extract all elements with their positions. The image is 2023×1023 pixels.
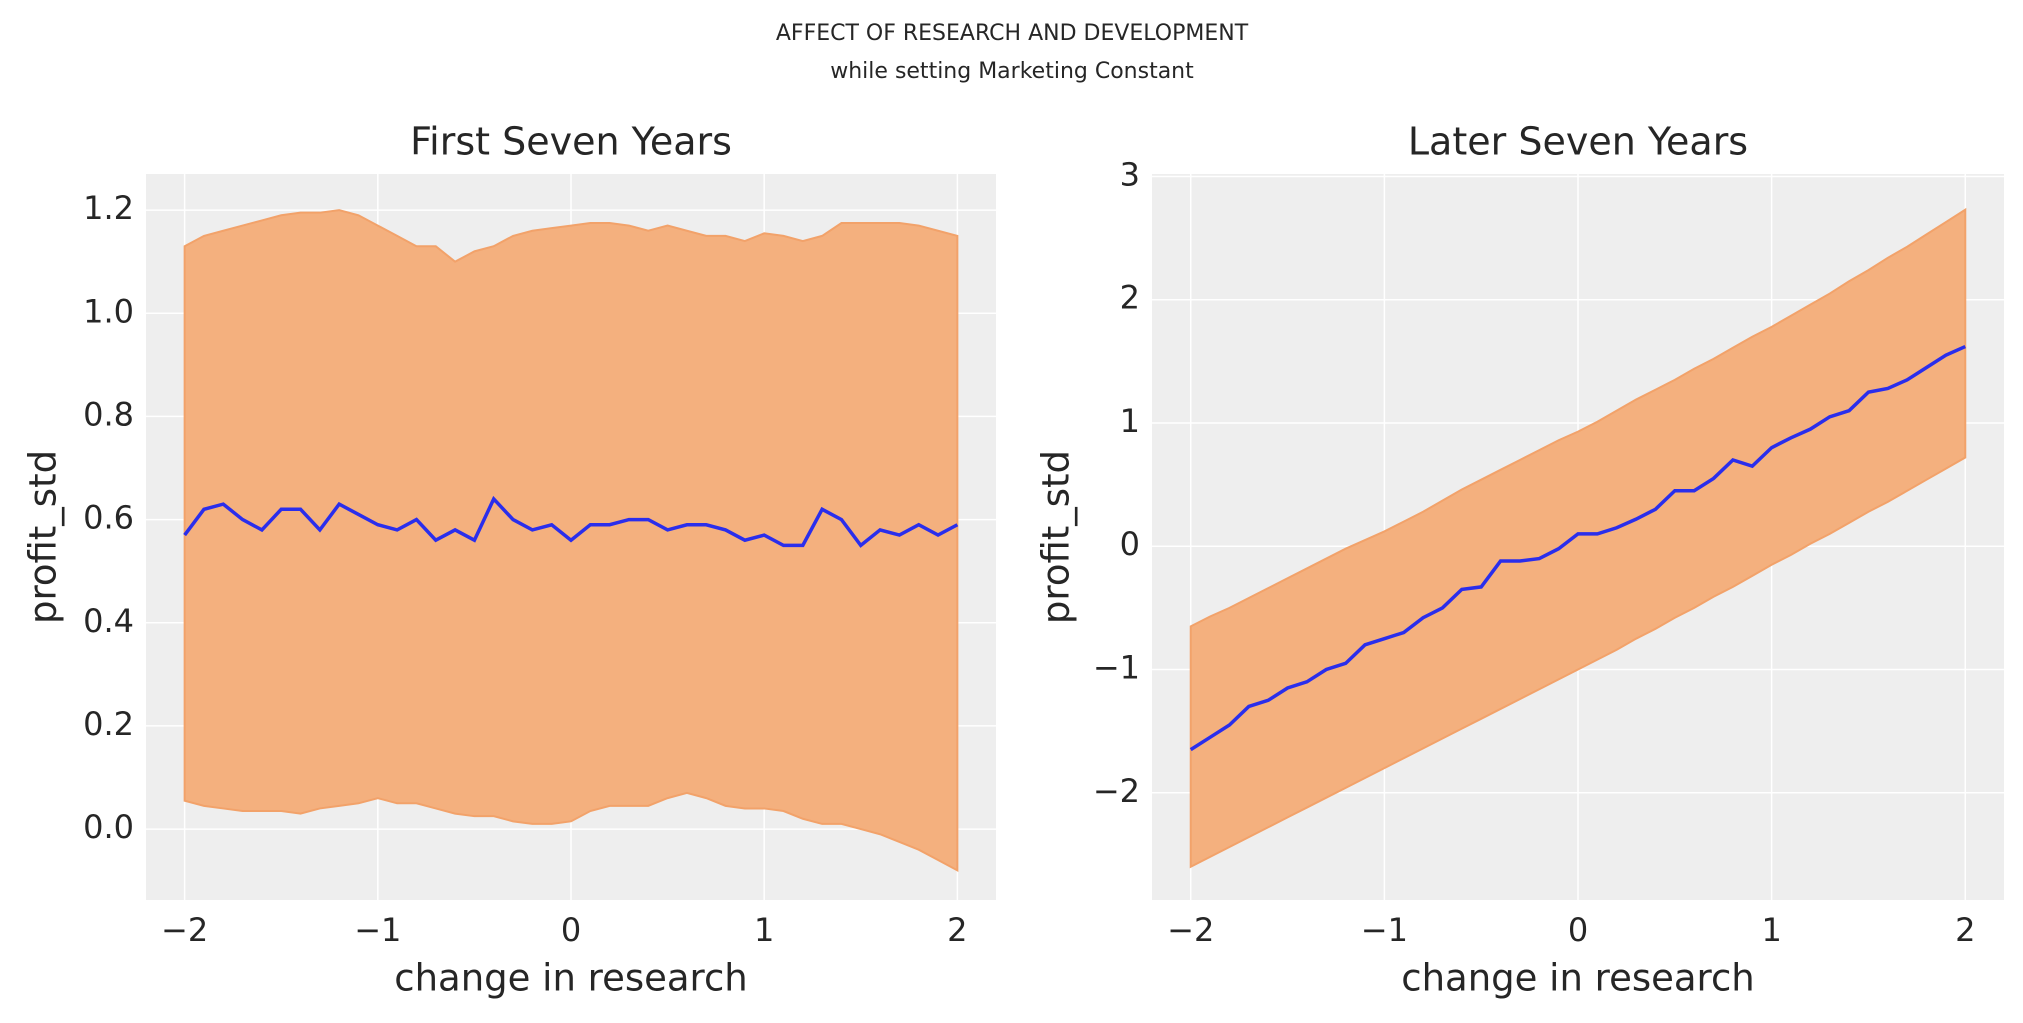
x-tick-label: 1 xyxy=(754,911,774,949)
y-tick-label: 1.2 xyxy=(83,189,134,227)
x-axis-label: change in research xyxy=(1401,957,1755,1000)
x-tick-label: 0 xyxy=(561,911,581,949)
line xyxy=(183,495,959,548)
y-tick-label: 0.2 xyxy=(83,705,134,743)
x-tick-label: 0 xyxy=(1568,911,1588,949)
y-tick-label: 0.6 xyxy=(83,499,134,537)
x-tick-label: −1 xyxy=(1361,911,1408,949)
x-tick-label: 2 xyxy=(1955,911,1975,949)
y-tick-label: 1 xyxy=(1120,402,1140,440)
x-tick-label: −2 xyxy=(1167,911,1214,949)
y-tick-label: 2 xyxy=(1120,279,1140,317)
y-tick-label: −1 xyxy=(1093,649,1140,687)
y-tick-label: 0.4 xyxy=(83,602,134,640)
y-tick-label: 0 xyxy=(1120,525,1140,563)
y-axis-label: profit_std xyxy=(22,450,65,624)
line xyxy=(1189,344,1966,752)
x-tick-label: −1 xyxy=(354,911,401,949)
x-tick-label: 1 xyxy=(1761,911,1781,949)
y-tick-label: 0.0 xyxy=(83,808,134,846)
y-tick-label: 1.0 xyxy=(83,292,134,330)
y-tick-label: −2 xyxy=(1093,772,1140,810)
y-axis-label: profit_std xyxy=(1035,450,1078,624)
chart-title: Later Seven Years xyxy=(1408,120,1748,164)
y-tick-label: 0.8 xyxy=(83,395,134,433)
y-tick-label: 3 xyxy=(1120,155,1140,193)
figure-title: AFFECT OF RESEARCH AND DEVELOPMENT xyxy=(776,21,1249,46)
figure-subtitle: while setting Marketing Constant xyxy=(830,59,1194,84)
x-tick-label: 2 xyxy=(947,911,967,949)
chart-title: First Seven Years xyxy=(410,120,732,164)
x-tick-label: −2 xyxy=(161,911,208,949)
band xyxy=(1189,207,1967,869)
x-axis-label: change in research xyxy=(394,957,748,1000)
